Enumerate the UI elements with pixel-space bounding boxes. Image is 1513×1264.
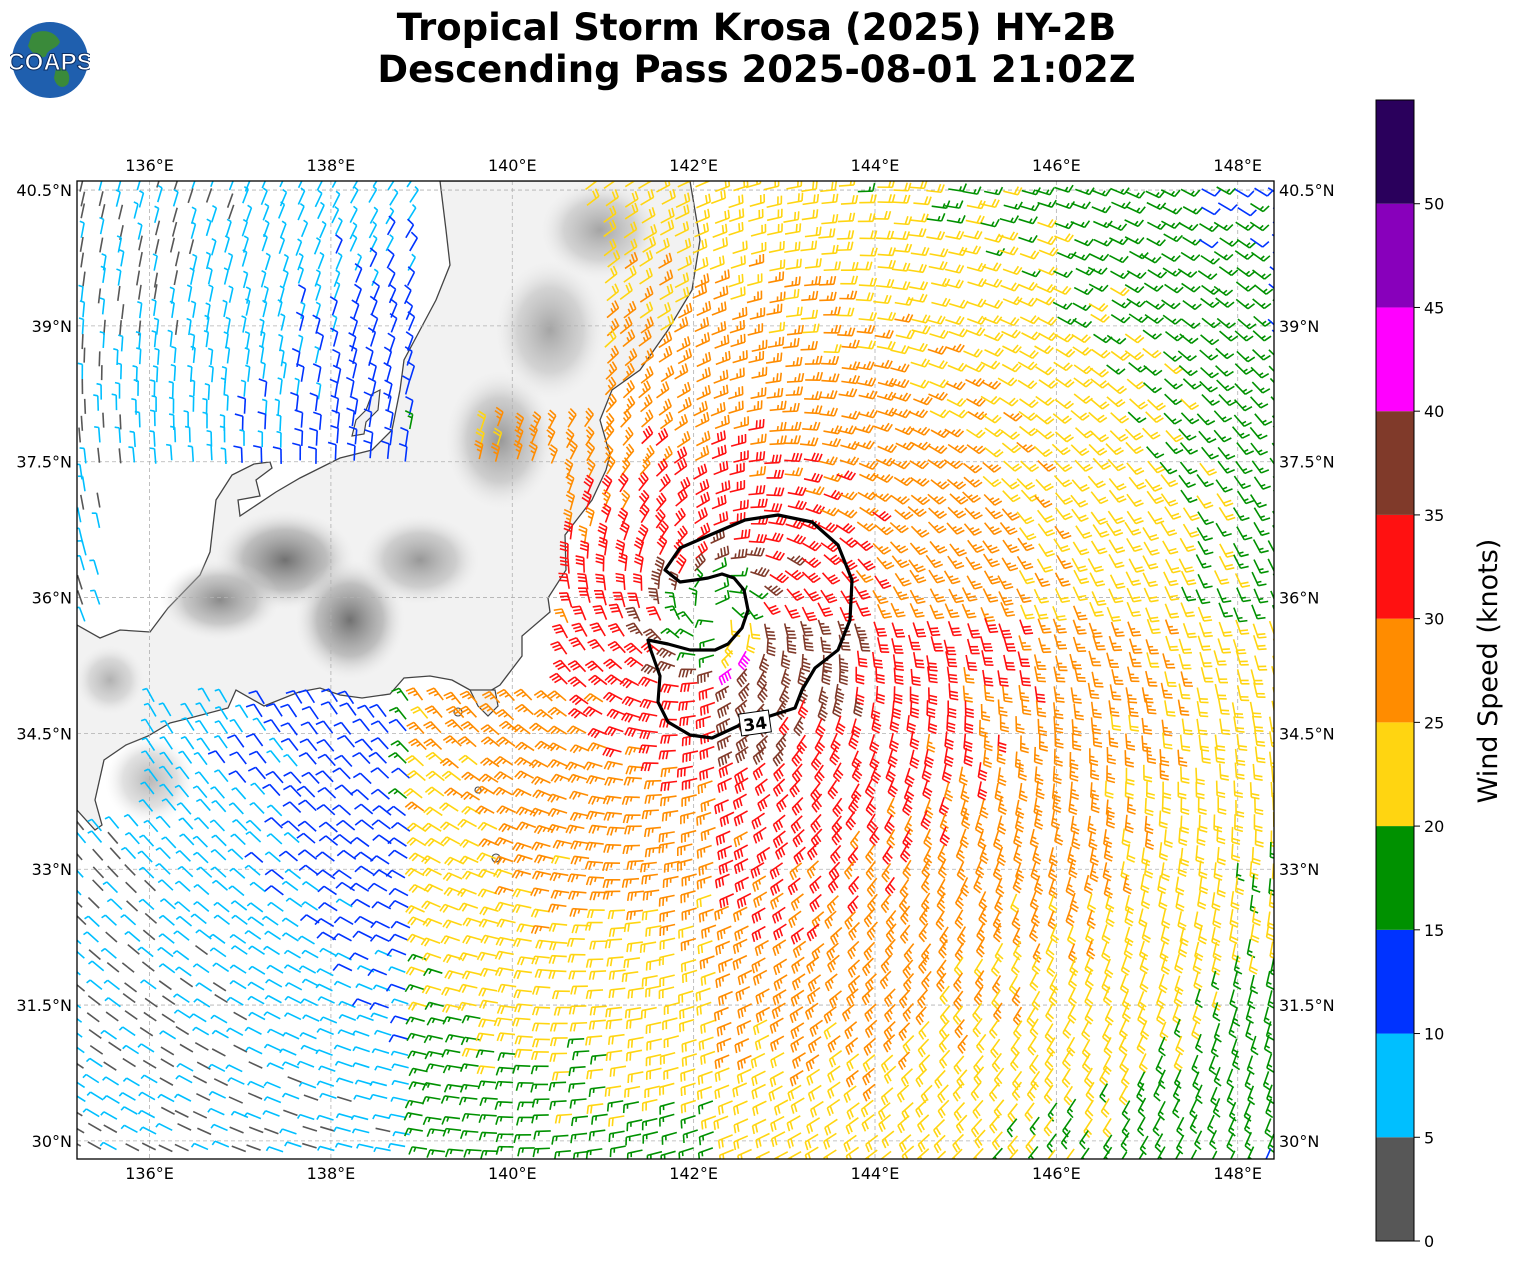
colorbar-tick: 30: [1424, 610, 1444, 629]
lon-tick-bottom: 138°E: [307, 1164, 356, 1183]
lon-tick-bottom: 148°E: [1213, 1164, 1262, 1183]
lat-tick-right: 36°N: [1279, 589, 1319, 608]
lat-tick-left: 36°N: [32, 589, 72, 608]
colorbar-bin: [1376, 930, 1414, 1034]
wind-barb: [1273, 574, 1287, 588]
colorbar-bin: [1376, 515, 1414, 619]
lat-tick-right: 31.5°N: [1279, 996, 1335, 1015]
wind-barb: [1274, 490, 1290, 503]
colorbar-tick: 5: [1424, 1128, 1434, 1147]
colorbar-tick: 40: [1424, 402, 1444, 421]
wind-barb: [82, 334, 83, 349]
lat-tick-left: 31.5°N: [16, 996, 72, 1015]
wind-barb: [1273, 208, 1292, 216]
colorbar-bin: [1376, 1034, 1414, 1138]
lon-tick-top: 148°E: [1213, 156, 1262, 175]
lon-tick-bottom: 136°E: [125, 1164, 174, 1183]
lat-tick-left: 30°N: [32, 1132, 72, 1151]
wind-barb: [1273, 300, 1291, 310]
wind-barb: [1273, 252, 1291, 261]
lat-tick-left: 39°N: [32, 317, 72, 336]
lon-tick-bottom: 142°E: [669, 1164, 718, 1183]
lat-tick-right: 40.5°N: [1279, 181, 1335, 200]
wind-barb: [81, 416, 82, 431]
wind-barb: [120, 414, 121, 429]
colorbar-tick: 0: [1424, 1232, 1434, 1251]
colorbar-label: Wind Speed (knots): [1473, 539, 1504, 804]
lat-tick-left: 37.5°N: [16, 453, 72, 472]
colorbar-tick: 10: [1424, 1025, 1444, 1044]
wind-barb: [1272, 235, 1290, 244]
colorbar-tick: 25: [1424, 713, 1444, 732]
wind-barb: [103, 413, 104, 428]
colorbar-bin: [1376, 411, 1414, 515]
lon-tick-top: 138°E: [307, 156, 356, 175]
wind-barb: [85, 399, 86, 414]
colorbar: 0 5 10 15 20 25 30 35 40 45 50: [1376, 100, 1444, 1251]
contour-label: 34: [739, 710, 772, 737]
lon-tick-bottom: 144°E: [851, 1164, 900, 1183]
lat-tick-left: 40.5°N: [16, 181, 72, 200]
lat-tick-right: 30°N: [1279, 1132, 1319, 1151]
colorbar-bin: [1376, 619, 1414, 723]
colorbar-tick: 35: [1424, 506, 1444, 525]
wind-barb: [1273, 426, 1290, 438]
colorbar-tick: 45: [1424, 298, 1444, 317]
wind-barb: [1273, 222, 1292, 231]
wind-barb: [1273, 525, 1288, 538]
wind-barb: [1274, 639, 1287, 653]
wind-barb: [1273, 511, 1289, 524]
lon-tick-top: 144°E: [851, 156, 900, 175]
wind-barb: [1274, 812, 1282, 829]
lon-tick-top: 140°E: [488, 156, 537, 175]
lon-tick-bottom: 146°E: [1032, 1164, 1081, 1183]
wind-barb: [99, 351, 100, 366]
lat-tick-right: 39°N: [1279, 317, 1319, 336]
colorbar-bin: [1376, 722, 1414, 826]
lon-tick-top: 136°E: [125, 156, 174, 175]
lon-tick-top: 146°E: [1032, 156, 1081, 175]
lat-tick-left: 33°N: [32, 860, 72, 879]
colorbar-bin: [1376, 307, 1414, 411]
lat-tick-right: 33°N: [1279, 860, 1319, 879]
colorbar-bin: [1376, 100, 1414, 204]
colorbar-tick: 20: [1424, 817, 1444, 836]
colorbar-bin: [1376, 1137, 1414, 1241]
colorbar-bin: [1376, 204, 1414, 308]
colorbar-tick: 50: [1424, 195, 1444, 214]
lat-tick-right: 37.5°N: [1279, 453, 1335, 472]
lat-tick-right: 34.5°N: [1279, 724, 1335, 743]
lon-tick-top: 142°E: [669, 156, 718, 175]
lat-tick-left: 34.5°N: [16, 724, 72, 743]
wind-barb: [1273, 416, 1290, 428]
wind-barb: [1273, 656, 1285, 670]
lon-tick-bottom: 140°E: [488, 1164, 537, 1183]
wind-barb: [1273, 687, 1285, 702]
wind-barb: [1273, 476, 1289, 488]
colorbar-bin: [1376, 826, 1414, 930]
colorbar-tick: 15: [1424, 921, 1444, 940]
contour-label-text: 34: [742, 713, 768, 736]
